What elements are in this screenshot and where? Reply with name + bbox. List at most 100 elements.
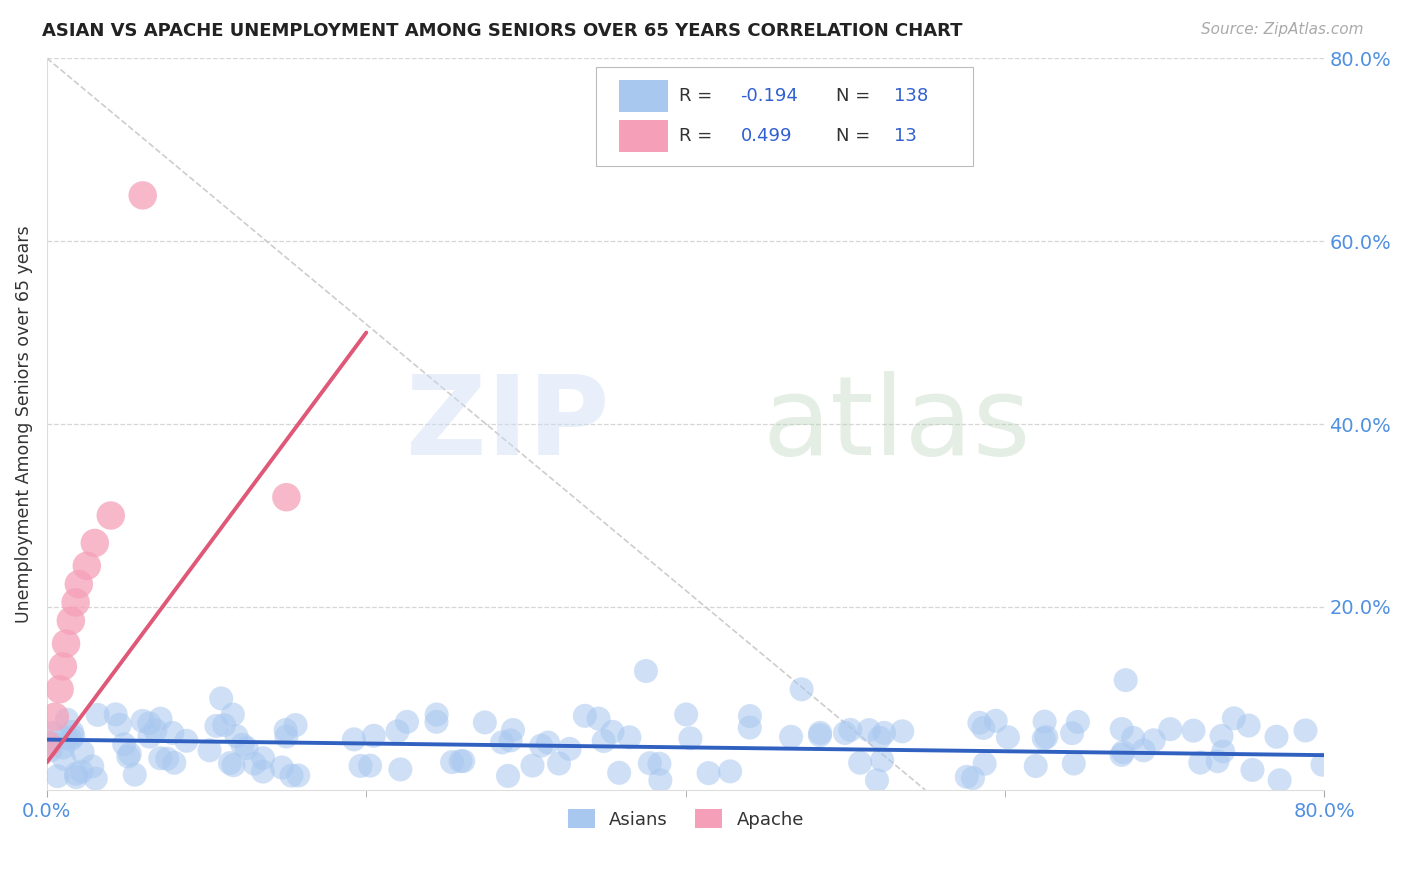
Point	[156, 752, 179, 766]
Point	[1295, 723, 1317, 738]
Point	[718, 764, 741, 779]
Point	[44, 710, 66, 724]
Point	[222, 758, 245, 772]
Point	[225, 729, 247, 743]
Point	[1143, 733, 1166, 747]
Point	[284, 718, 307, 732]
Point	[873, 726, 896, 740]
Point	[149, 751, 172, 765]
Point	[588, 712, 610, 726]
Point	[395, 714, 418, 729]
Point	[131, 188, 153, 202]
Point	[41, 735, 63, 749]
Point	[997, 731, 1019, 745]
Point	[1182, 723, 1205, 738]
Point	[59, 614, 82, 628]
Point	[474, 715, 496, 730]
Text: ASIAN VS APACHE UNEMPLOYMENT AMONG SENIORS OVER 65 YEARS CORRELATION CHART: ASIAN VS APACHE UNEMPLOYMENT AMONG SENIO…	[42, 22, 963, 40]
Point	[496, 769, 519, 783]
Point	[426, 707, 449, 722]
Point	[790, 682, 813, 697]
Point	[363, 729, 385, 743]
Point	[41, 726, 63, 740]
Point	[558, 742, 581, 756]
Point	[780, 730, 803, 744]
Point	[163, 756, 186, 770]
Point	[198, 743, 221, 757]
Point	[138, 716, 160, 731]
Point	[389, 763, 412, 777]
Point	[808, 726, 831, 740]
Point	[205, 719, 228, 733]
Point	[548, 756, 571, 771]
Point	[243, 756, 266, 771]
Point	[738, 709, 761, 723]
Point	[65, 767, 87, 781]
Point	[870, 753, 893, 767]
FancyBboxPatch shape	[619, 80, 668, 112]
Point	[145, 723, 167, 738]
Point	[839, 723, 862, 737]
Point	[451, 754, 474, 768]
Point	[1111, 747, 1133, 762]
Point	[387, 724, 409, 739]
Point	[83, 536, 105, 550]
Point	[962, 771, 984, 785]
Point	[280, 769, 302, 783]
Point	[607, 765, 630, 780]
Point	[104, 707, 127, 722]
Point	[70, 764, 93, 779]
Point	[491, 735, 513, 749]
Point	[441, 755, 464, 769]
Point	[602, 724, 624, 739]
Point	[124, 767, 146, 781]
Point	[131, 714, 153, 728]
Point	[52, 740, 75, 755]
Point	[108, 717, 131, 731]
FancyBboxPatch shape	[596, 67, 973, 166]
Point	[675, 707, 697, 722]
Point	[222, 707, 245, 722]
Point	[46, 769, 69, 783]
Point	[252, 764, 274, 779]
Point	[450, 754, 472, 768]
Point	[59, 732, 82, 747]
Point	[48, 682, 70, 697]
Point	[969, 715, 991, 730]
Point	[82, 759, 104, 773]
Point	[425, 714, 447, 729]
Point	[499, 733, 522, 747]
Point	[53, 752, 76, 766]
Point	[274, 723, 297, 737]
Point	[1312, 757, 1334, 772]
Point	[1115, 673, 1137, 688]
Point	[619, 731, 641, 745]
Point	[62, 730, 84, 744]
Point	[76, 558, 98, 573]
Point	[849, 756, 872, 770]
Point	[537, 735, 560, 749]
Point	[1212, 744, 1234, 758]
Point	[86, 707, 108, 722]
Text: atlas: atlas	[762, 370, 1031, 477]
Point	[138, 730, 160, 744]
Point	[100, 508, 122, 523]
Text: 13: 13	[894, 127, 917, 145]
Point	[118, 747, 141, 761]
Point	[648, 756, 671, 771]
Point	[574, 709, 596, 723]
Point	[235, 741, 257, 756]
Point	[638, 756, 661, 771]
Point	[697, 766, 720, 780]
Point	[359, 758, 381, 772]
Point	[212, 718, 235, 732]
Point	[634, 664, 657, 678]
Point	[149, 712, 172, 726]
Point	[1035, 730, 1057, 744]
Point	[276, 490, 298, 504]
Point	[60, 725, 83, 739]
FancyBboxPatch shape	[619, 120, 668, 152]
Point	[52, 659, 75, 673]
Point	[502, 723, 524, 737]
Point	[1211, 729, 1233, 743]
